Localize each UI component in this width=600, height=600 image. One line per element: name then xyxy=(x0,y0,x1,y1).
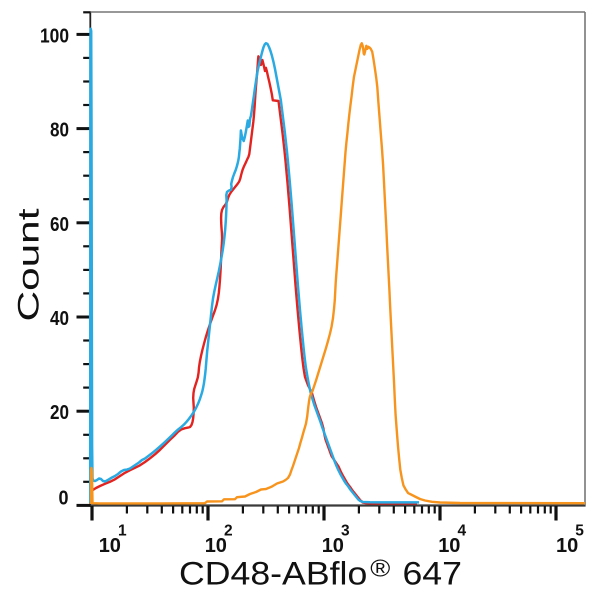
svg-text:5: 5 xyxy=(575,523,584,540)
svg-text:®: ® xyxy=(370,556,390,582)
svg-text:80: 80 xyxy=(50,120,69,142)
svg-text:10: 10 xyxy=(205,535,227,557)
svg-text:Count: Count xyxy=(13,208,46,322)
svg-text:10: 10 xyxy=(99,535,121,557)
svg-text:1: 1 xyxy=(118,523,127,540)
svg-text:20: 20 xyxy=(50,402,69,424)
svg-text:647: 647 xyxy=(402,556,462,592)
svg-text:60: 60 xyxy=(50,214,69,236)
svg-text:10: 10 xyxy=(556,535,578,557)
svg-text:0: 0 xyxy=(59,488,69,510)
svg-text:40: 40 xyxy=(50,308,69,330)
svg-text:3: 3 xyxy=(341,523,350,540)
svg-text:CD48-ABflo: CD48-ABflo xyxy=(179,556,367,592)
svg-text:2: 2 xyxy=(224,523,233,540)
svg-text:10: 10 xyxy=(438,535,460,557)
svg-text:100: 100 xyxy=(40,25,69,47)
svg-text:10: 10 xyxy=(322,535,344,557)
svg-text:4: 4 xyxy=(458,523,467,540)
